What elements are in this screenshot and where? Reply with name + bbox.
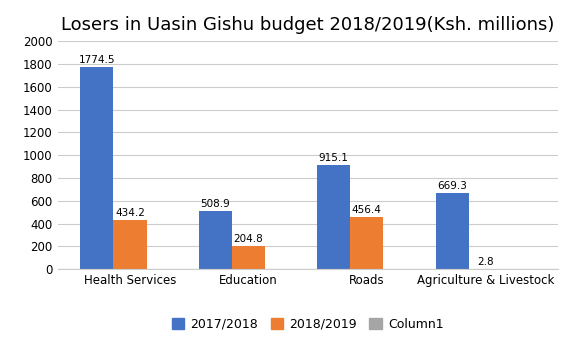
Text: 434.2: 434.2 (115, 208, 145, 218)
Bar (232, 246, 265, 269)
Title: Losers in Uasin Gishu budget 2018/2019(Ksh. millions): Losers in Uasin Gishu budget 2018/2019(K… (61, 16, 554, 34)
Text: 2.8: 2.8 (477, 257, 493, 267)
Legend: 2017/2018, 2018/2019, Column1: 2017/2018, 2018/2019, Column1 (167, 313, 448, 336)
Text: 915.1: 915.1 (319, 153, 348, 163)
Text: 508.9: 508.9 (200, 199, 230, 209)
Bar (113, 220, 147, 269)
Bar (350, 217, 384, 269)
Bar (435, 193, 469, 269)
Text: 669.3: 669.3 (437, 181, 467, 191)
Bar (317, 165, 350, 269)
Text: 204.8: 204.8 (233, 234, 263, 244)
Bar (199, 211, 232, 269)
Text: 1774.5: 1774.5 (79, 55, 115, 65)
Text: 456.4: 456.4 (352, 205, 382, 215)
Bar (81, 67, 113, 269)
